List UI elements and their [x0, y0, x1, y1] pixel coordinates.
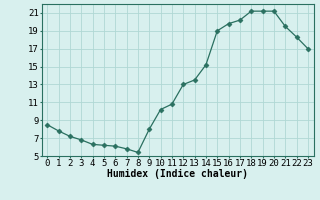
- X-axis label: Humidex (Indice chaleur): Humidex (Indice chaleur): [107, 169, 248, 179]
